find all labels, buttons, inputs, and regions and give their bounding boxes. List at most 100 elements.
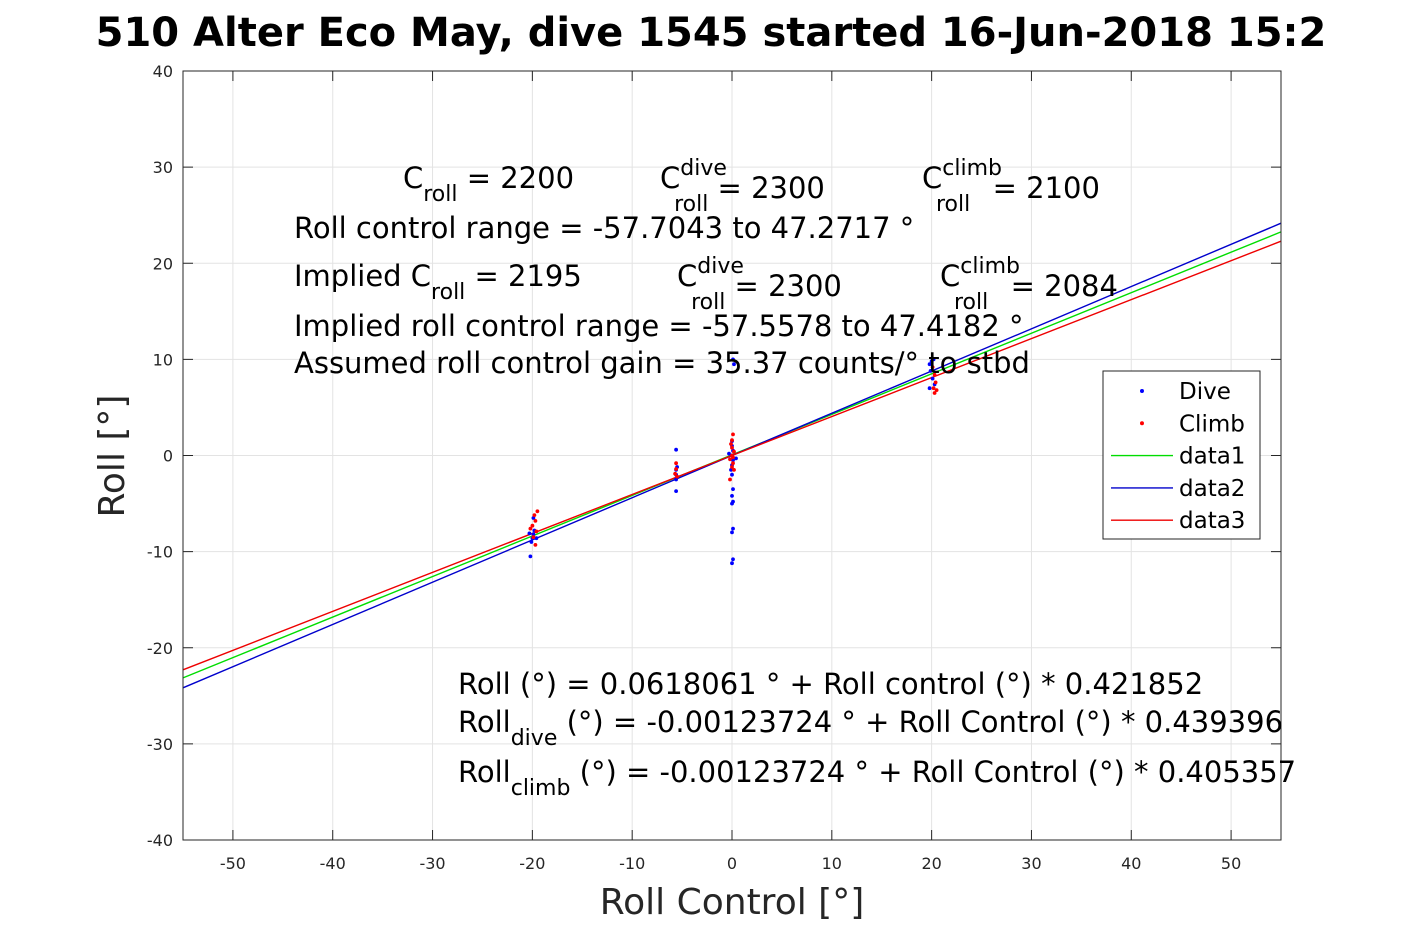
annotation-text: Roll control range = -57.7043 to 47.2717… bbox=[294, 211, 914, 245]
annotation-part: Assumed roll control gain = 35.37 counts… bbox=[294, 346, 1030, 380]
y-tick-label: -10 bbox=[147, 543, 173, 562]
data-point-climb bbox=[531, 535, 536, 540]
data-point-dive bbox=[727, 451, 731, 456]
annotation-part: climb bbox=[511, 776, 571, 801]
y-tick-label: -20 bbox=[147, 639, 173, 658]
annotation-text: Assumed roll control gain = 35.37 counts… bbox=[294, 346, 1030, 380]
annotation-text: Cdive roll = 2300 bbox=[660, 156, 825, 217]
x-tick-label: -30 bbox=[419, 854, 445, 873]
annotation-part: Implied roll control range = -57.5578 to… bbox=[294, 309, 1024, 343]
data-point-climb bbox=[533, 519, 538, 523]
x-tick-label: -10 bbox=[619, 854, 645, 873]
data-point-climb bbox=[533, 543, 538, 547]
annotation-part: dive bbox=[697, 254, 744, 279]
data-point-climb bbox=[932, 372, 937, 377]
annotation-part: roll bbox=[423, 182, 457, 207]
annotation-part: C bbox=[660, 161, 680, 195]
data-point-climb bbox=[528, 526, 533, 531]
annotation-text: Cclimb roll = 2084 bbox=[940, 254, 1118, 315]
data-point-climb bbox=[729, 442, 733, 446]
data-point-dive bbox=[527, 531, 532, 536]
data-point-dive bbox=[730, 494, 734, 498]
annotation-part: Roll bbox=[458, 705, 511, 739]
data-point-dive bbox=[529, 540, 534, 544]
data-point-climb bbox=[728, 457, 732, 462]
x-tick-label: 40 bbox=[1121, 854, 1141, 873]
annotation-part: C bbox=[940, 259, 960, 293]
axis-ticks: -50 -40 -30 -20 -10 0 10 20 30 40 50 -40 -30 -20 -10 0 1… bbox=[147, 62, 1281, 873]
legend-entry-label: Dive bbox=[1179, 379, 1231, 405]
data-points bbox=[527, 357, 939, 566]
annotation-part: dive bbox=[680, 156, 727, 181]
annotation-text: Implied roll control range = -57.5578 to… bbox=[294, 309, 1024, 343]
annotation-part: C bbox=[677, 259, 697, 293]
legend-entry-label: data1 bbox=[1179, 444, 1245, 470]
annotation-text: Rolldive (°) = -0.00123724 ° + Roll Cont… bbox=[458, 705, 1283, 751]
data-point-dive bbox=[927, 386, 932, 391]
annotations: Croll = 2200 Cdive roll = 2300 Cclimb roll =… bbox=[294, 156, 1296, 801]
data-point-climb bbox=[932, 391, 937, 395]
y-axis-label: Roll [°] bbox=[92, 395, 133, 518]
data-point-dive bbox=[734, 456, 738, 461]
data-point-dive bbox=[931, 357, 936, 362]
x-tick-label: -50 bbox=[220, 854, 246, 873]
y-tick-label: -30 bbox=[147, 735, 173, 754]
y-tick-label: 20 bbox=[153, 254, 173, 273]
data-point-dive bbox=[930, 376, 935, 381]
y-tick-label: 40 bbox=[153, 62, 173, 81]
annotation-part: = 2300 bbox=[708, 171, 825, 205]
annotation-text: Cdive roll = 2300 bbox=[677, 254, 842, 315]
data-point-climb bbox=[731, 432, 735, 437]
data-point-dive bbox=[729, 468, 733, 472]
legend-marker-dive bbox=[1140, 389, 1144, 393]
data-point-climb bbox=[731, 461, 735, 466]
data-point-dive bbox=[928, 369, 933, 373]
annotation-part: dive bbox=[511, 726, 558, 751]
annotation-text: Roll (°) = 0.0618061 ° + Roll control (°… bbox=[458, 667, 1203, 701]
data-point-climb bbox=[732, 449, 736, 454]
y-tick-label: -40 bbox=[147, 831, 173, 850]
data-point-climb bbox=[674, 461, 678, 466]
y-tick-label: 0 bbox=[163, 447, 173, 466]
x-axis-label: Roll Control [°] bbox=[600, 882, 865, 923]
x-tick-label: 50 bbox=[1221, 854, 1241, 873]
data-point-climb bbox=[730, 445, 734, 450]
data-point-dive bbox=[731, 458, 735, 463]
annotation-part: climb bbox=[960, 254, 1020, 279]
y-tick-label: 30 bbox=[153, 158, 173, 177]
annotation-part: (°) = -0.00123724 ° + Roll Control (°) *… bbox=[557, 705, 1283, 739]
annotation-part: = 2300 bbox=[725, 269, 842, 303]
annotation-part: Roll control range = -57.7043 to 47.2717… bbox=[294, 211, 914, 245]
annotation-part: roll bbox=[674, 192, 708, 217]
x-tick-label: 20 bbox=[921, 854, 941, 873]
x-tick-label: -20 bbox=[519, 854, 545, 873]
data-point-climb bbox=[731, 455, 735, 460]
data-point-climb bbox=[728, 477, 732, 482]
data-point-dive bbox=[731, 357, 735, 362]
chart-title: 510 Alter Eco May, dive 1545 started 16-… bbox=[96, 10, 1327, 56]
data-point-dive bbox=[730, 561, 734, 566]
annotation-part: roll bbox=[691, 290, 725, 315]
data-point-climb bbox=[530, 523, 535, 528]
legend-entry-label: data3 bbox=[1179, 508, 1245, 534]
annotation-part: C bbox=[403, 161, 423, 195]
data-point-dive bbox=[534, 536, 539, 541]
data-point-dive bbox=[531, 532, 536, 537]
annotation-text: Implied Croll = 2195 bbox=[294, 259, 582, 305]
data-point-dive bbox=[731, 526, 735, 531]
data-point-climb bbox=[934, 388, 939, 392]
data-point-climb bbox=[535, 509, 540, 514]
data-point-dive bbox=[674, 477, 678, 482]
data-point-dive bbox=[730, 530, 734, 535]
data-point-dive bbox=[732, 362, 736, 367]
annotation-part: Implied C bbox=[294, 259, 431, 293]
x-tick-label: 10 bbox=[822, 854, 842, 873]
annotation-part: = 2200 bbox=[458, 161, 575, 195]
annotation-part: (°) = -0.00123724 ° + Roll Control (°) *… bbox=[570, 755, 1296, 789]
data-point-dive bbox=[927, 362, 932, 367]
annotation-text: Croll = 2200 bbox=[403, 161, 574, 207]
data-point-climb bbox=[534, 529, 539, 534]
annotation-part: roll bbox=[954, 290, 988, 315]
data-point-climb bbox=[732, 468, 736, 472]
